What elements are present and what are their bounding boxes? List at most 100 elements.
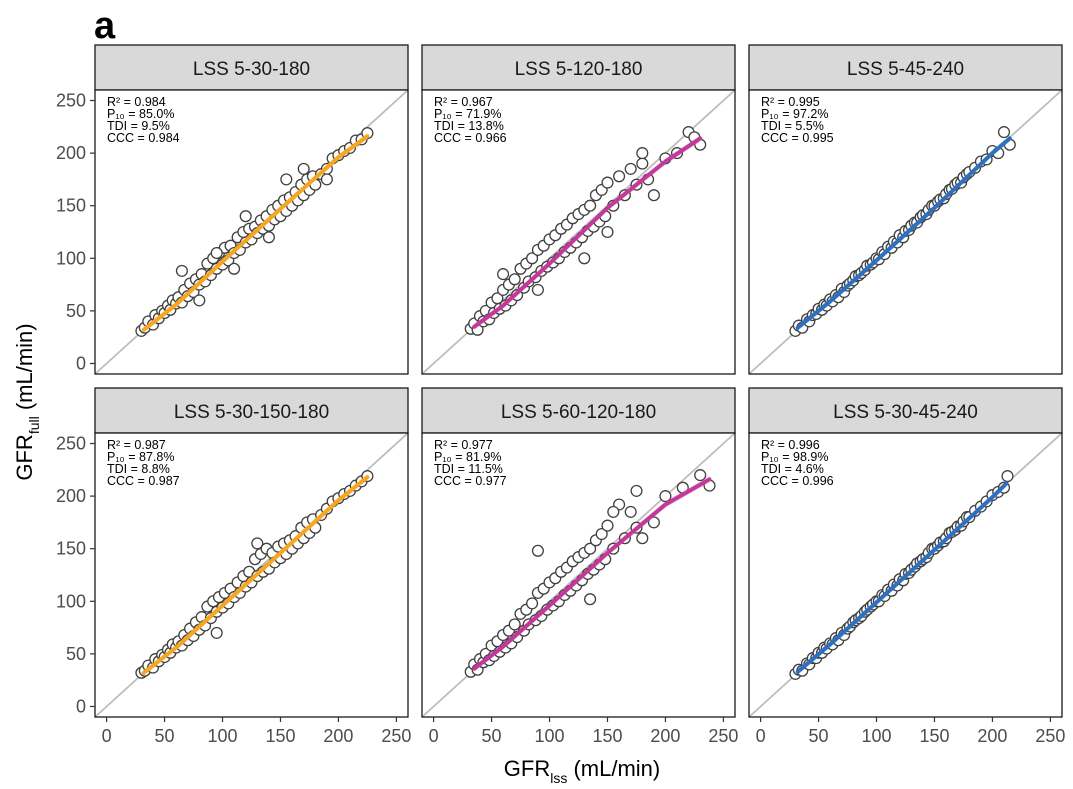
y-tick-label: 100 bbox=[56, 591, 86, 611]
fit-line bbox=[141, 475, 370, 675]
facet-strip bbox=[421, 387, 736, 434]
stat-annotation: CCC = 0.977 bbox=[434, 474, 507, 488]
data-point bbox=[636, 147, 649, 160]
stat-annotation: R² = 0.984 bbox=[107, 95, 166, 109]
data-point bbox=[636, 157, 649, 170]
y-axis-title-subscript: full bbox=[26, 416, 42, 434]
y-tick-label: 250 bbox=[56, 91, 86, 111]
data-point bbox=[508, 273, 521, 286]
x-axis-title-unit: (mL/min) bbox=[567, 756, 660, 781]
data-point bbox=[193, 294, 206, 307]
plot-border bbox=[94, 432, 409, 718]
data-point bbox=[210, 626, 223, 639]
stat-annotation: TDI = 4.6% bbox=[761, 462, 824, 476]
facet-title: LSS 5-120-180 bbox=[515, 59, 643, 80]
facet-title: LSS 5-45-240 bbox=[847, 59, 964, 80]
y-tick-label: 100 bbox=[56, 248, 86, 268]
x-tick-label: 100 bbox=[861, 726, 891, 746]
stat-annotation: P₁₀ = 87.8% bbox=[107, 450, 174, 464]
y-tick-label: 200 bbox=[56, 143, 86, 163]
y-tick-label: 50 bbox=[66, 644, 86, 664]
stat-annotation: R² = 0.987 bbox=[107, 438, 166, 452]
stat-annotation: P₁₀ = 71.9% bbox=[434, 107, 501, 121]
stat-annotation: P₁₀ = 97.2% bbox=[761, 107, 828, 121]
plot-border bbox=[748, 89, 1063, 375]
x-axis-title-subscript: lss bbox=[550, 770, 567, 786]
data-point bbox=[297, 162, 310, 175]
facet-title: LSS 5-30-45-240 bbox=[833, 402, 978, 423]
data-point bbox=[280, 173, 293, 186]
stat-annotation: R² = 0.996 bbox=[761, 438, 820, 452]
stat-annotation: P₁₀ = 81.9% bbox=[434, 450, 501, 464]
x-tick-label: 0 bbox=[756, 726, 766, 746]
fit-line bbox=[472, 477, 712, 671]
data-point bbox=[508, 618, 521, 631]
data-point bbox=[584, 593, 597, 606]
data-point bbox=[1001, 470, 1014, 483]
fit-confidence-band bbox=[474, 476, 710, 672]
data-point bbox=[531, 544, 544, 557]
fit-line bbox=[795, 136, 1012, 330]
data-point bbox=[630, 484, 643, 497]
x-tick-label: 200 bbox=[650, 726, 680, 746]
data-point bbox=[210, 246, 223, 260]
stat-annotation: CCC = 0.984 bbox=[107, 131, 180, 145]
x-tick-label: 200 bbox=[323, 726, 353, 746]
facet-strip bbox=[94, 44, 409, 91]
x-tick-label: 150 bbox=[265, 726, 295, 746]
facet-strip bbox=[748, 44, 1063, 91]
x-tick-label: 50 bbox=[809, 726, 829, 746]
fit-line bbox=[472, 136, 703, 329]
data-point bbox=[526, 597, 539, 610]
stat-annotation: TDI = 9.5% bbox=[107, 119, 170, 133]
y-tick-label: 250 bbox=[56, 434, 86, 454]
facet-strip bbox=[421, 44, 736, 91]
x-axis-title: GFRlss (mL/min) bbox=[504, 756, 660, 786]
stat-annotation: R² = 0.995 bbox=[761, 95, 820, 109]
x-tick-label: 250 bbox=[1035, 726, 1065, 746]
x-tick-label: 50 bbox=[155, 726, 175, 746]
stat-annotation: P₁₀ = 85.0% bbox=[107, 107, 174, 121]
y-tick-label: 150 bbox=[56, 196, 86, 216]
facet-title: LSS 5-60-120-180 bbox=[501, 402, 656, 423]
data-point bbox=[607, 505, 620, 518]
stat-annotation: CCC = 0.966 bbox=[434, 131, 507, 145]
data-point bbox=[175, 264, 188, 277]
y-tick-label: 50 bbox=[66, 301, 86, 321]
data-point bbox=[647, 189, 660, 202]
stat-annotation: P₁₀ = 98.9% bbox=[761, 450, 828, 464]
stat-annotation: TDI = 13.8% bbox=[434, 119, 504, 133]
x-tick-label: 200 bbox=[977, 726, 1007, 746]
x-tick-label: 0 bbox=[429, 726, 439, 746]
y-axis-title: GFRfull (mL/min) bbox=[12, 323, 42, 480]
data-point bbox=[239, 210, 252, 223]
data-point bbox=[262, 231, 275, 244]
stat-annotation: CCC = 0.987 bbox=[107, 474, 180, 488]
data-point bbox=[251, 537, 264, 550]
plot-border bbox=[421, 89, 736, 375]
panel-label: a bbox=[94, 5, 116, 47]
data-point bbox=[601, 519, 614, 532]
plot-border bbox=[94, 89, 409, 375]
x-tick-label: 250 bbox=[708, 726, 738, 746]
y-axis-title-main: GFR bbox=[12, 434, 37, 480]
stat-annotation: TDI = 8.8% bbox=[107, 462, 170, 476]
fit-line bbox=[141, 134, 370, 332]
data-point bbox=[636, 532, 649, 545]
stat-annotation: TDI = 5.5% bbox=[761, 119, 824, 133]
stat-annotation: CCC = 0.995 bbox=[761, 131, 834, 145]
facet-strip bbox=[748, 387, 1063, 434]
fit-line bbox=[795, 481, 1009, 674]
data-point bbox=[601, 225, 614, 239]
y-tick-label: 150 bbox=[56, 539, 86, 559]
y-tick-label: 0 bbox=[76, 353, 86, 373]
facet-title: LSS 5-30-150-180 bbox=[174, 402, 329, 423]
plot-border bbox=[748, 432, 1063, 718]
data-point bbox=[320, 173, 333, 186]
